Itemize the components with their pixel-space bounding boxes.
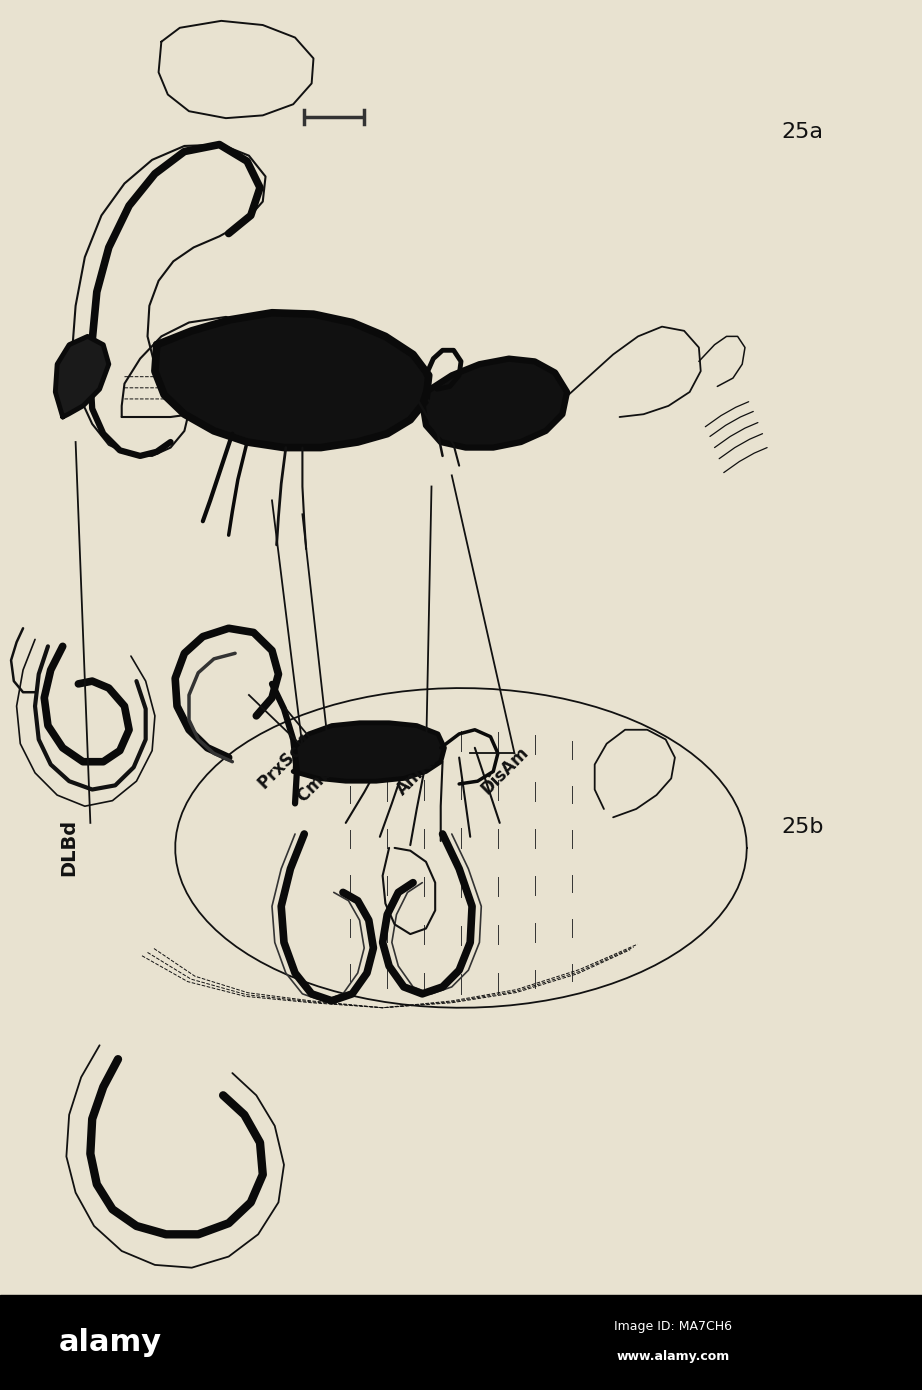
Text: 25a: 25a <box>781 122 823 142</box>
Text: Image ID: MA7CH6: Image ID: MA7CH6 <box>614 1319 732 1333</box>
Polygon shape <box>422 359 567 448</box>
Bar <box>0 1295 922 1390</box>
Polygon shape <box>293 723 444 781</box>
Polygon shape <box>55 336 109 417</box>
Text: PrxSc 1: PrxSc 1 <box>254 731 317 792</box>
Polygon shape <box>155 313 429 448</box>
Text: Cmb 1: Cmb 1 <box>294 751 348 806</box>
Text: www.alamy.com: www.alamy.com <box>617 1350 729 1364</box>
Text: alamy: alamy <box>59 1329 162 1357</box>
Text: DisAm: DisAm <box>478 742 533 798</box>
Text: DLBd: DLBd <box>60 819 78 877</box>
Text: AniKl: AniKl <box>393 752 441 799</box>
Text: 25b: 25b <box>781 817 823 837</box>
